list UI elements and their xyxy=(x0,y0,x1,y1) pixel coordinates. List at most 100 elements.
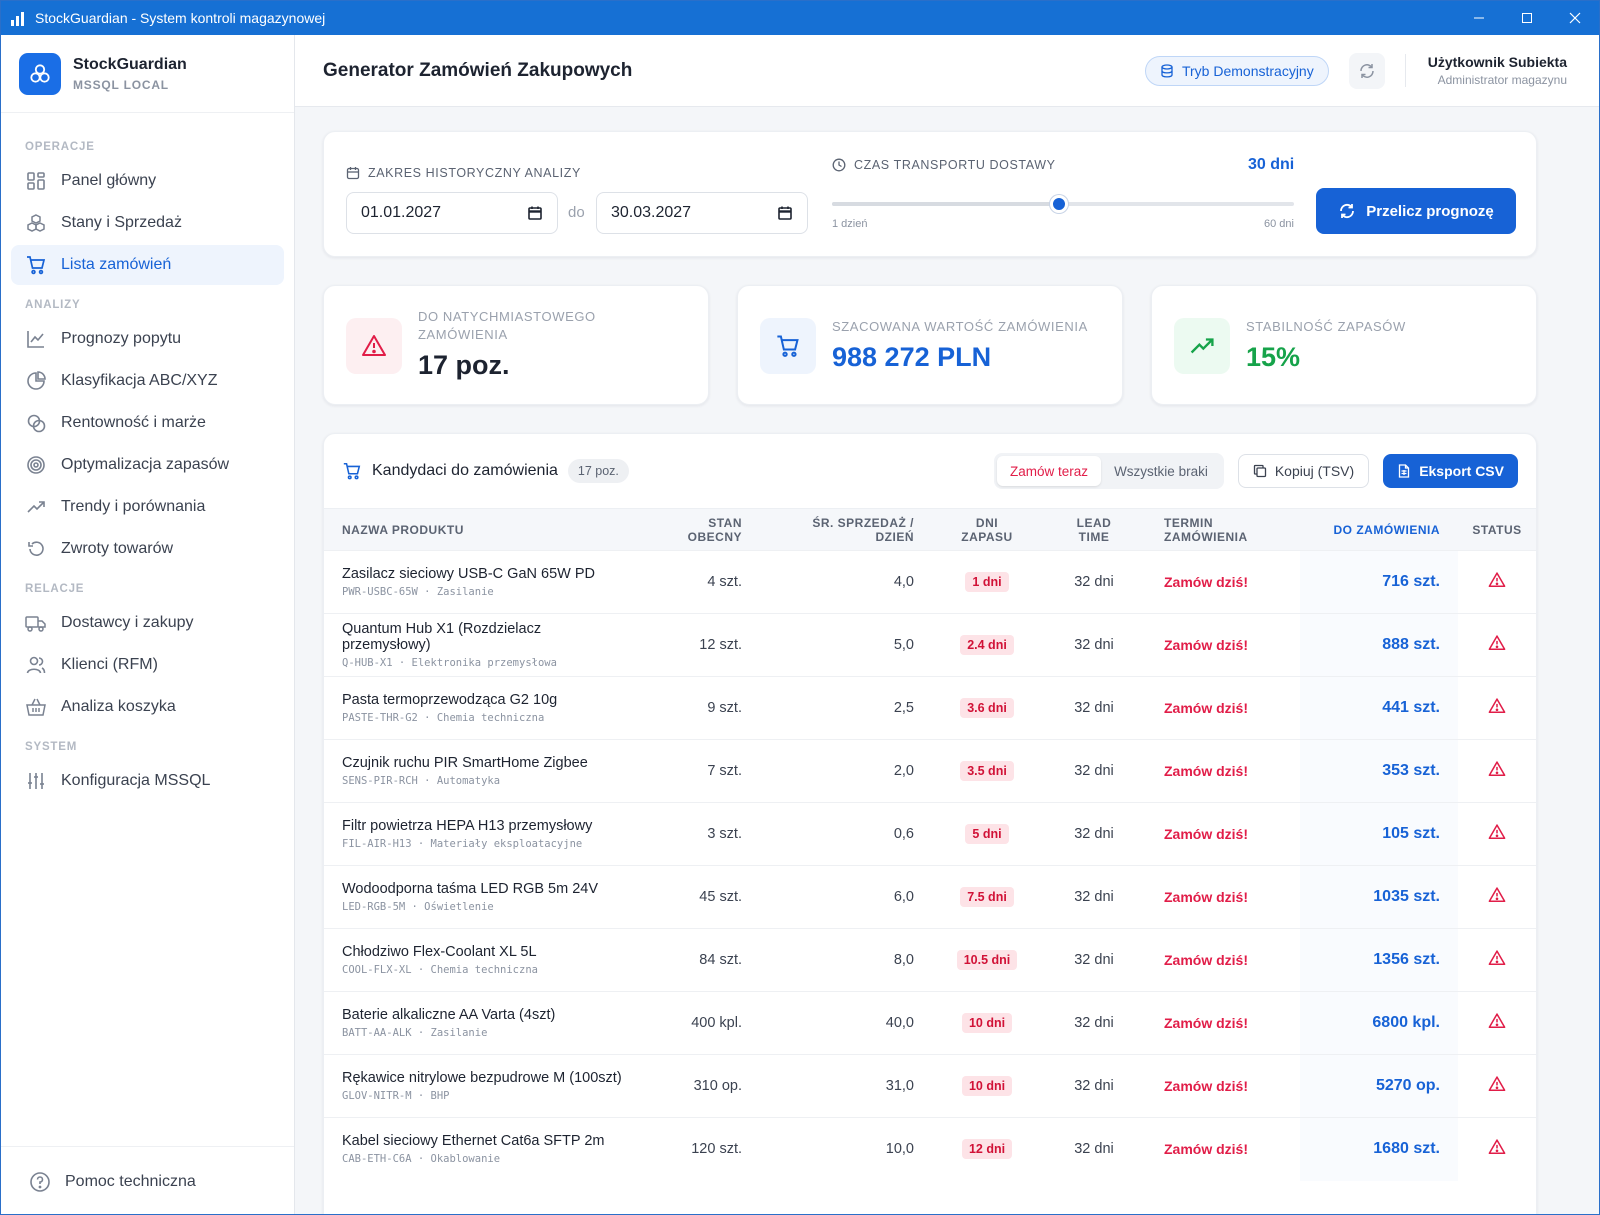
column-header-avg-sales[interactable]: ŚR. SPRZEDAŻ / DZIEŃ xyxy=(760,508,932,551)
toggle-order-now[interactable]: Zamów teraz xyxy=(997,456,1102,486)
close-button[interactable] xyxy=(1551,1,1599,35)
product-cell: Filtr powietrza HEPA H13 przemysłowy FIL-… xyxy=(324,802,642,866)
product-sku-category: CAB-ETH-C6A · Okablowanie xyxy=(342,1153,501,1166)
table-row[interactable]: Filtr powietrza HEPA H13 przemysłowy FIL-… xyxy=(324,802,1536,866)
lead-time-cell: 32 dni xyxy=(1042,928,1146,992)
recalculate-forecast-button[interactable]: Przelicz prognozę xyxy=(1316,188,1516,234)
days-cell: 10 dni xyxy=(932,1054,1042,1118)
slider-thumb[interactable] xyxy=(1050,195,1069,213)
export-csv-button[interactable]: Eksport CSV xyxy=(1383,454,1518,488)
order-qty-cell: 1356 szt. xyxy=(1300,928,1458,992)
product-name: Pasta termoprzewodząca G2 10g xyxy=(342,692,558,708)
order-qty-value: 716 szt. xyxy=(1382,573,1440,590)
database-icon xyxy=(1161,63,1173,78)
demo-mode-badge[interactable]: Tryb Demonstracyjny xyxy=(1144,55,1329,86)
table-row[interactable]: Kabel sieciowy Ethernet Cat6a SFTP 2m CAB… xyxy=(324,1117,1536,1181)
sidebar-item-label: Klienci (RFM) xyxy=(61,656,158,673)
alert-triangle-icon xyxy=(1488,698,1506,719)
term-cell: Zamów dziś! xyxy=(1146,676,1300,740)
brand-subtitle: MSSQL LOCAL xyxy=(73,77,169,92)
cart-icon xyxy=(343,462,361,480)
calendar-picker-icon[interactable] xyxy=(777,205,793,221)
sidebar-item-clients[interactable]: Klienci (RFM) xyxy=(11,645,284,685)
kpi-label: STABILNOŚĆ ZAPASÓW xyxy=(1246,319,1406,334)
table-row[interactable]: Czujnik ruchu PIR SmartHome Zigbee SENS-P… xyxy=(324,739,1536,803)
days-badge: 10.5 dni xyxy=(956,950,1018,970)
table-row[interactable]: Wodoodporna taśma LED RGB 5m 24V LED-RGB-… xyxy=(324,865,1536,929)
avg-sales-cell: 2,5 xyxy=(760,676,932,740)
sidebar-item-trends[interactable]: Trendy i porównania xyxy=(11,487,284,527)
avg-sales-cell: 2,0 xyxy=(760,739,932,803)
sidebar-item-profit[interactable]: Rentowność i marże xyxy=(11,403,284,443)
sidebar-item-stock[interactable]: Stany i Sprzedaż xyxy=(11,203,284,243)
sidebar-item-optimize[interactable]: Optymalizacja zapasów xyxy=(11,445,284,485)
order-qty-value: 1680 szt. xyxy=(1373,1140,1440,1158)
sidebar-item-dashboard[interactable]: Panel główny xyxy=(11,161,284,201)
table-row[interactable]: Quantum Hub X1 (Rozdzielacz przemysłowy)… xyxy=(324,613,1536,677)
date-to-value: 30.03.2027 xyxy=(611,204,692,221)
column-header-order-qty[interactable]: DO ZAMÓWIENIA xyxy=(1300,508,1458,551)
column-header-stock[interactable]: STAN OBECNY xyxy=(642,508,760,551)
analysis-filters-card: ZAKRES HISTORYCZNY ANALIZY 01.01.2027 do… xyxy=(323,131,1537,257)
lead-time-slider[interactable] xyxy=(832,195,1294,213)
brand-logo-icon xyxy=(19,52,61,95)
sidebar-item-returns[interactable]: Zwroty towarów xyxy=(11,529,284,569)
slider-fill xyxy=(832,202,1060,206)
refresh-button[interactable] xyxy=(1348,52,1385,89)
order-qty-value: 6800 kpl. xyxy=(1372,1014,1440,1031)
date-to-input[interactable]: 30.03.2027 xyxy=(596,192,808,234)
status-cell xyxy=(1458,1054,1536,1118)
status-cell xyxy=(1458,928,1536,992)
table-row[interactable]: Chłodziwo Flex-Coolant XL 5L COOL-FLX-XL … xyxy=(324,928,1536,992)
days-cell: 2.4 dni xyxy=(932,613,1042,677)
kpi-label: SZACOWANA WARTOŚĆ ZAMÓWIENIA xyxy=(832,319,1088,334)
column-header-name[interactable]: NAZWA PRODUKTU xyxy=(324,508,642,551)
table-row[interactable]: Pasta termoprzewodząca G2 10g PASTE-THR-G… xyxy=(324,676,1536,740)
order-qty-value: 1035 szt. xyxy=(1373,888,1440,905)
date-from-input[interactable]: 01.01.2027 xyxy=(346,192,558,234)
term-cell: Zamów dziś! xyxy=(1146,739,1300,803)
column-header-lead[interactable]: LEAD TIME xyxy=(1042,508,1146,551)
product-cell: Baterie alkaliczne AA Varta (4szt) BATT-A… xyxy=(324,991,642,1055)
table-row[interactable]: Zasilacz sieciowy USB-C GaN 65W PD PWR-US… xyxy=(324,550,1536,614)
lead-time-label: CZAS TRANSPORTU DOSTAWY xyxy=(832,158,1056,172)
maximize-button[interactable] xyxy=(1503,1,1551,35)
days-badge: 10 dni xyxy=(961,1013,1013,1033)
days-badge: 1 dni xyxy=(965,572,1009,592)
help-label: Pomoc techniczna xyxy=(65,1172,196,1190)
column-header-term[interactable]: TERMIN ZAMÓWIENIA xyxy=(1146,508,1300,551)
copy-tsv-button[interactable]: Kopiuj (TSV) xyxy=(1237,454,1370,488)
sidebar-item-orders[interactable]: Lista zamówień xyxy=(11,245,284,285)
sidebar-item-config[interactable]: Konfiguracja MSSQL xyxy=(11,761,284,801)
sidebar-item-basket[interactable]: Analiza koszyka xyxy=(11,687,284,727)
table-row[interactable]: Rękawice nitrylowe bezpudrowe M (100szt)… xyxy=(324,1054,1536,1118)
column-header-days[interactable]: DNI ZAPASU xyxy=(932,508,1042,551)
calendar-picker-icon[interactable] xyxy=(527,205,543,221)
sidebar-item-label: Zwroty towarów xyxy=(61,540,174,557)
help-link[interactable]: Pomoc techniczna xyxy=(1,1146,294,1214)
cart-icon xyxy=(25,254,47,276)
toggle-all-shortages[interactable]: Wszystkie braki xyxy=(1114,463,1208,479)
pie-chart-icon xyxy=(25,370,47,392)
sliders-icon xyxy=(25,770,47,792)
days-badge: 3.5 dni xyxy=(960,761,1014,781)
product-name: Wodoodporna taśma LED RGB 5m 24V xyxy=(342,881,599,897)
user-info[interactable]: Użytkownik Subiekta Administrator magazy… xyxy=(1404,54,1567,87)
order-qty-cell: 1680 szt. xyxy=(1300,1117,1458,1181)
product-sku-category: PWR-USBC-65W · Zasilanie xyxy=(342,586,494,598)
sidebar-item-abc[interactable]: Klasyfikacja ABC/XYZ xyxy=(11,361,284,401)
alert-triangle-icon xyxy=(1488,761,1506,782)
sidebar-item-label: Stany i Sprzedaż xyxy=(61,214,182,231)
minimize-icon xyxy=(1474,17,1484,19)
status-cell xyxy=(1458,865,1536,929)
page-title: Generator Zamówień Zakupowych xyxy=(323,59,633,81)
table-row[interactable]: Baterie alkaliczne AA Varta (4szt) BATT-A… xyxy=(324,991,1536,1055)
sidebar-item-forecast[interactable]: Prognozy popytu xyxy=(11,319,284,359)
product-cell: Chłodziwo Flex-Coolant XL 5L COOL-FLX-XL … xyxy=(324,928,642,992)
column-header-status[interactable]: STATUS xyxy=(1458,508,1536,551)
sidebar-item-suppliers[interactable]: Dostawcy i zakupy xyxy=(11,603,284,643)
minimize-button[interactable] xyxy=(1455,1,1503,35)
users-icon xyxy=(25,654,47,676)
order-qty-value: 441 szt. xyxy=(1382,699,1440,716)
